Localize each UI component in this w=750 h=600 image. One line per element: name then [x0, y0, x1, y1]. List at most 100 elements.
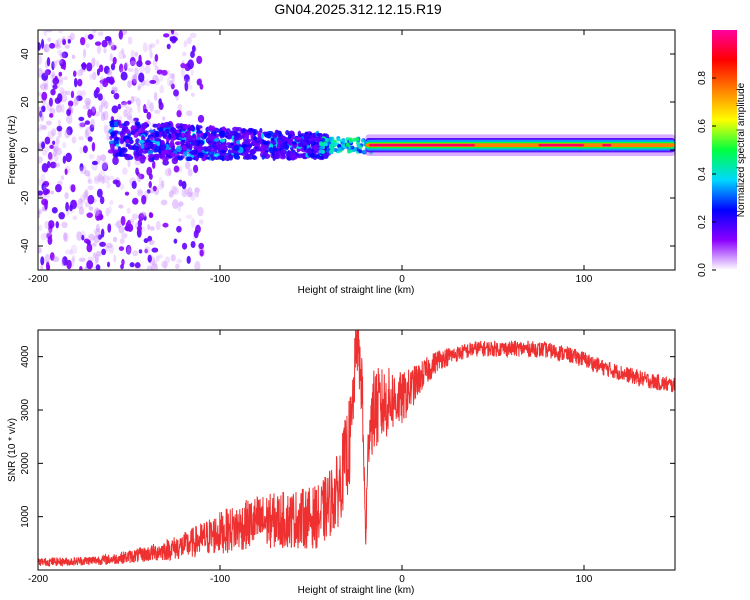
spectrogram-cell [162, 260, 168, 269]
spectrogram-cell [265, 132, 272, 139]
spectrogram-cell [40, 264, 44, 270]
spectrogram-cell [145, 60, 151, 66]
spectrogram-cell [228, 153, 234, 161]
spectrogram-cell [236, 140, 241, 145]
spectrogram-cell [124, 191, 130, 196]
spectrogram-cell [118, 246, 125, 251]
spectrogram-cell [197, 152, 204, 159]
spectrogram-cell [38, 127, 43, 132]
spectrogram-cell [62, 155, 67, 164]
spectrogram-cell [51, 128, 57, 137]
spectrogram-cell [105, 207, 110, 217]
spectrogram-cell [73, 77, 78, 88]
spectrogram-cell [320, 138, 325, 143]
spectrogram-cell [112, 179, 119, 185]
spectrogram-cell [303, 134, 311, 140]
spectrogram-cell [47, 37, 51, 42]
spectrogram-cell [59, 87, 65, 95]
spectrogram-cell [260, 133, 265, 139]
spectrogram-cell [38, 41, 42, 51]
spectrogram-cell [178, 166, 183, 173]
spectrogram-cell [47, 228, 53, 235]
spectrogram-cell [39, 110, 43, 118]
spectrogram-cell [117, 103, 122, 110]
spectrogram-cell [319, 145, 324, 150]
spectrogram-cell [71, 54, 76, 60]
spectrogram-cell [41, 125, 47, 130]
spectrogram-cell [337, 144, 342, 149]
spectrogram-cell [173, 238, 178, 244]
spectrogram-cell [126, 219, 131, 227]
colorbar: 0.0 0.2 0.4 0.6 0.8 Normalized spectral ampl… [697, 30, 747, 277]
spectrogram-cell [161, 180, 165, 188]
spectrogram-cell [90, 118, 95, 129]
spectrogram-cell [94, 256, 99, 266]
spectrogram-cell [88, 233, 95, 241]
spectrogram-cell [62, 256, 68, 266]
spectrogram-cell [58, 71, 63, 77]
spectrogram-cell [210, 154, 215, 161]
spectrogram-cell [176, 109, 182, 118]
spectrogram-cell [169, 73, 175, 79]
spectrogram-cell [279, 143, 287, 148]
spectrogram-cell [183, 74, 190, 83]
spectrogram-cell [135, 167, 139, 176]
spectrogram-cell [250, 133, 254, 139]
spectrogram-cell [72, 215, 78, 221]
spectrogram-cell [199, 143, 203, 149]
spectrogram-cell [49, 144, 55, 149]
spectrogram-cell [114, 222, 121, 227]
spectrogram-cell [210, 147, 215, 152]
spectrogram-cell [130, 95, 135, 104]
spectrogram-cell [91, 160, 99, 166]
spectrogram-cell [262, 140, 269, 145]
spectrogram-cell [41, 163, 49, 173]
spectrogram-cell [54, 152, 59, 162]
spectrogram-cell [314, 155, 320, 159]
spectrogram-cell [125, 138, 130, 143]
spectrogram-cell [59, 80, 64, 86]
snr-series-line [38, 330, 675, 567]
spectrogram-x-tick-label: -200 [28, 274, 48, 285]
spectrogram-cell [64, 249, 72, 255]
spectrogram-cell [164, 256, 171, 264]
spectrogram-cell [142, 42, 148, 53]
colorbar-tick-label: 0.4 [697, 167, 708, 181]
spectrogram-cell [79, 166, 83, 175]
spectrogram-cell [84, 189, 89, 199]
spectrogram-y-tick-label: 40 [20, 48, 31, 60]
spectrogram-cell [175, 263, 180, 270]
spectrogram-cell [138, 173, 145, 180]
spectrogram-cell [107, 223, 112, 233]
spectrogram-cell [185, 214, 193, 220]
colorbar-tick-label: 0.6 [697, 119, 708, 133]
spectrogram-cell [161, 69, 168, 76]
spectrogram-cell [87, 173, 91, 183]
spectrogram-cell [48, 223, 53, 234]
spectrogram-cell [45, 261, 50, 270]
spectrogram-cell [76, 202, 84, 209]
spectrogram-cell [41, 182, 47, 191]
spectrogram-cell [63, 76, 68, 81]
spectrogram-cell [51, 71, 55, 78]
spectrogram-cell [153, 77, 161, 86]
spectrogram-cell [101, 78, 109, 88]
spectrogram-cell [229, 149, 235, 154]
spectrogram-cell [85, 43, 90, 49]
spectrogram-cell [108, 76, 115, 85]
spectrogram-cell [93, 229, 98, 235]
spectrogram-cell [134, 160, 141, 166]
spectrogram-cell [220, 151, 227, 157]
spectrogram-cell [92, 71, 97, 81]
spectrogram-cell [352, 137, 357, 142]
spectrogram-cell [168, 80, 174, 87]
spectrogram-cell [48, 97, 53, 107]
spectrogram-cell [55, 59, 63, 64]
spectrogram-cell [129, 60, 137, 66]
spectrogram-cell [116, 220, 122, 229]
spectrogram-cell [40, 38, 45, 49]
spectrogram-cell [103, 110, 109, 121]
spectrogram-cell [128, 140, 134, 145]
spectrogram-cell [94, 206, 99, 217]
spectrogram-cell [124, 101, 128, 109]
